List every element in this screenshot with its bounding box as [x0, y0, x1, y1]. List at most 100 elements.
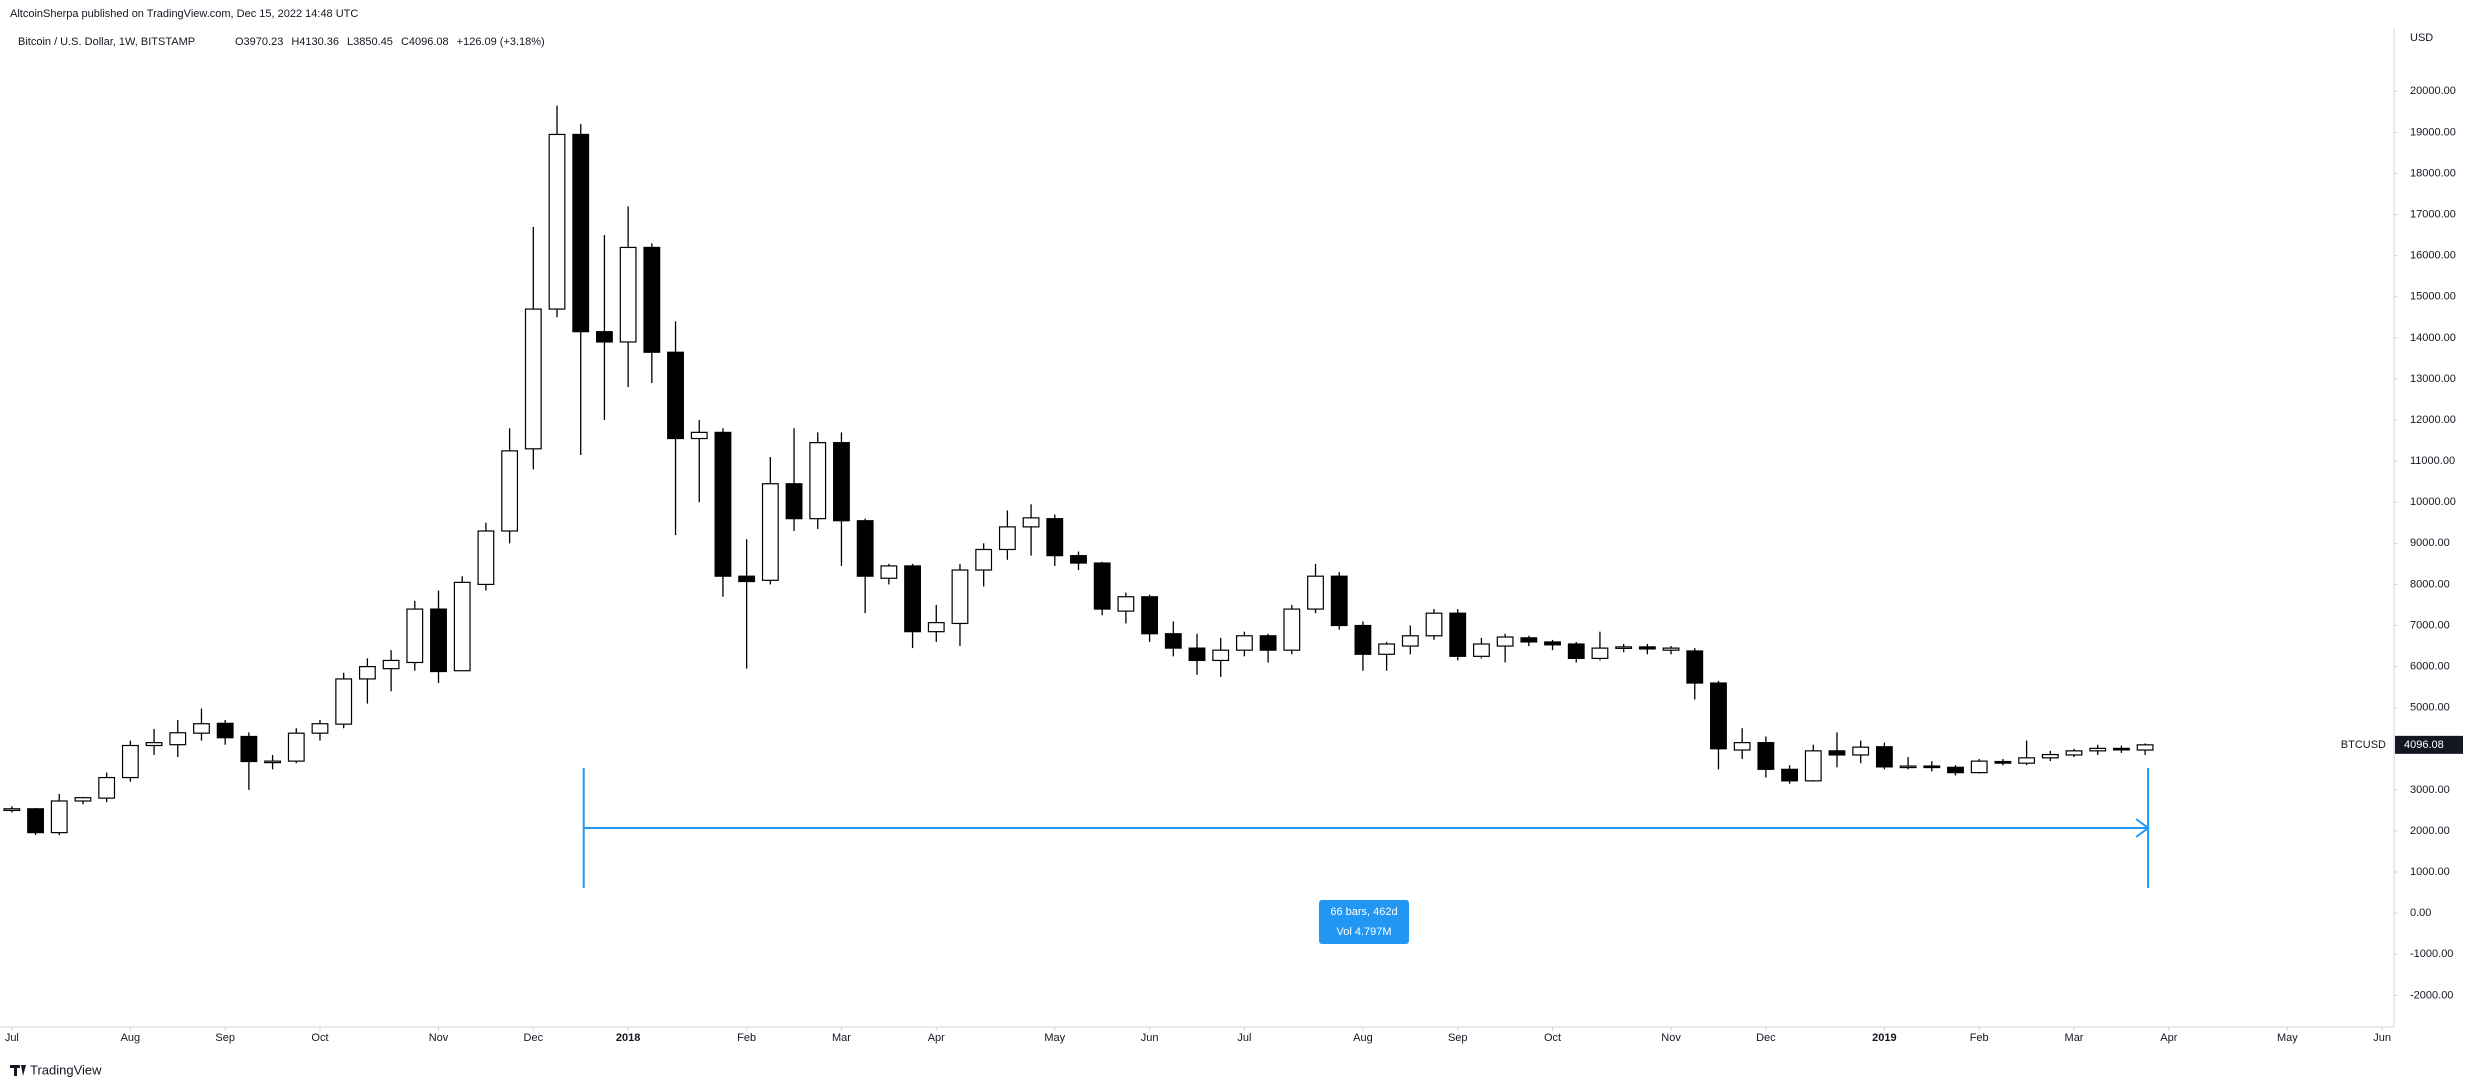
- y-tick-label: 19000.00: [2410, 126, 2456, 138]
- candle-body: [548, 133, 566, 310]
- y-tick-label: 9000.00: [2410, 537, 2450, 549]
- y-tick-label: 2000.00: [2410, 825, 2450, 837]
- candle-body: [145, 742, 163, 747]
- candle-body: [264, 760, 282, 764]
- candle-body: [1591, 647, 1609, 659]
- candle-body: [358, 666, 376, 680]
- x-tick-label: Mar: [2065, 1032, 2084, 1044]
- x-tick-label: Jul: [1237, 1032, 1251, 1044]
- candle-body: [1354, 624, 1372, 655]
- measure-label: 66 bars, 462d: [1330, 906, 1397, 918]
- candle-body: [761, 483, 779, 581]
- publisher: AltcoinSherpa published on TradingView.c…: [10, 8, 358, 20]
- candle-body: [453, 581, 471, 672]
- candle-body: [1259, 635, 1277, 651]
- candle-body: [880, 565, 898, 579]
- candle-body: [1141, 596, 1159, 635]
- candle-body: [3, 808, 21, 812]
- candle-body: [1970, 760, 1988, 774]
- y-tick-label: 11000.00: [2410, 455, 2455, 467]
- candle-body: [524, 308, 542, 450]
- y-tick-label: 15000.00: [2410, 291, 2456, 303]
- candle-body: [2089, 747, 2107, 752]
- candle-body: [714, 431, 732, 577]
- y-tick-label: 8000.00: [2410, 578, 2450, 590]
- candle-body: [2041, 753, 2059, 759]
- ohlc-value: +126.09 (+3.18%): [457, 36, 545, 48]
- y-tick-label: -1000.00: [2410, 948, 2453, 960]
- x-tick-label: Sep: [215, 1032, 235, 1044]
- candle-body: [121, 744, 139, 779]
- candle-body: [1947, 766, 1964, 774]
- footer-brand: TradingView: [30, 1062, 102, 1077]
- candle-body: [1449, 612, 1467, 657]
- legend: Bitcoin / U.S. Dollar, 1W, BITSTAMP O397…: [18, 36, 545, 48]
- x-tick-label: Aug: [121, 1032, 141, 1044]
- candle-body: [809, 442, 827, 520]
- candle-body: [1425, 612, 1443, 637]
- candle-body: [240, 735, 258, 763]
- candle-body: [951, 569, 969, 625]
- candle-body: [1520, 637, 1538, 643]
- candle-body: [1733, 742, 1751, 751]
- candle-body: [690, 431, 708, 440]
- candle-body: [1757, 742, 1775, 770]
- candle-body: [998, 526, 1016, 551]
- x-tick-label: Jul: [5, 1032, 19, 1044]
- y-tick-label: 16000.00: [2410, 250, 2456, 262]
- logo-mark: [21, 1065, 26, 1076]
- candle-body: [1544, 641, 1561, 646]
- y-tick-label: 1000.00: [2410, 866, 2450, 878]
- candle-body: [856, 520, 874, 577]
- measure-box: [1319, 900, 1409, 944]
- x-tick-label: 2018: [616, 1032, 640, 1044]
- measure-label: Vol 4.797M: [1336, 926, 1391, 938]
- ohlc-value: C4096.08: [401, 36, 449, 48]
- candle-body: [596, 331, 613, 343]
- candle-body: [833, 442, 850, 522]
- y-tick-label: 18000.00: [2410, 167, 2456, 179]
- x-tick-label: May: [1044, 1032, 1065, 1044]
- candle-body: [1235, 635, 1253, 651]
- candle-body: [169, 732, 187, 746]
- candle-body: [382, 659, 400, 670]
- candle-body: [1330, 575, 1348, 627]
- candle-body: [98, 776, 116, 799]
- candle-body: [311, 723, 329, 734]
- x-tick-label: Jun: [2373, 1032, 2391, 1044]
- x-tick-label: Apr: [2160, 1032, 2177, 1044]
- x-tick-label: Oct: [311, 1032, 328, 1044]
- x-tick-label: Feb: [1970, 1032, 1989, 1044]
- candle-body: [927, 622, 945, 633]
- candle-body: [1496, 636, 1514, 647]
- candle-body: [1662, 647, 1680, 651]
- x-tick-label: Oct: [1544, 1032, 1561, 1044]
- candle-body: [501, 450, 519, 532]
- candle-body: [27, 808, 44, 834]
- x-tick-label: Dec: [1756, 1032, 1776, 1044]
- candle-body: [2112, 747, 2130, 751]
- candle-body: [1022, 517, 1040, 528]
- candle-body: [1188, 647, 1206, 662]
- candle-body: [1070, 555, 1087, 564]
- x-tick-label: Nov: [1661, 1032, 1681, 1044]
- candle-body: [1093, 562, 1111, 610]
- y-tick-label: 20000.00: [2410, 85, 2456, 97]
- measure-arrow: [2135, 818, 2150, 838]
- x-tick-label: May: [2277, 1032, 2298, 1044]
- candle-body: [1307, 575, 1324, 610]
- x-tick-label: 2019: [1872, 1032, 1896, 1044]
- x-tick-label: Nov: [429, 1032, 449, 1044]
- candle-body: [74, 797, 92, 802]
- candle-body: [1117, 596, 1135, 612]
- y-tick-label: 17000.00: [2410, 208, 2456, 220]
- candle-body: [406, 608, 424, 664]
- candle-body: [1899, 765, 1917, 769]
- y-tick-label: -2000.00: [2410, 989, 2453, 1001]
- candle-body: [2065, 750, 2083, 756]
- x-tick-label: Dec: [524, 1032, 544, 1044]
- x-tick-label: Jun: [1141, 1032, 1159, 1044]
- candle-body: [1046, 518, 1064, 557]
